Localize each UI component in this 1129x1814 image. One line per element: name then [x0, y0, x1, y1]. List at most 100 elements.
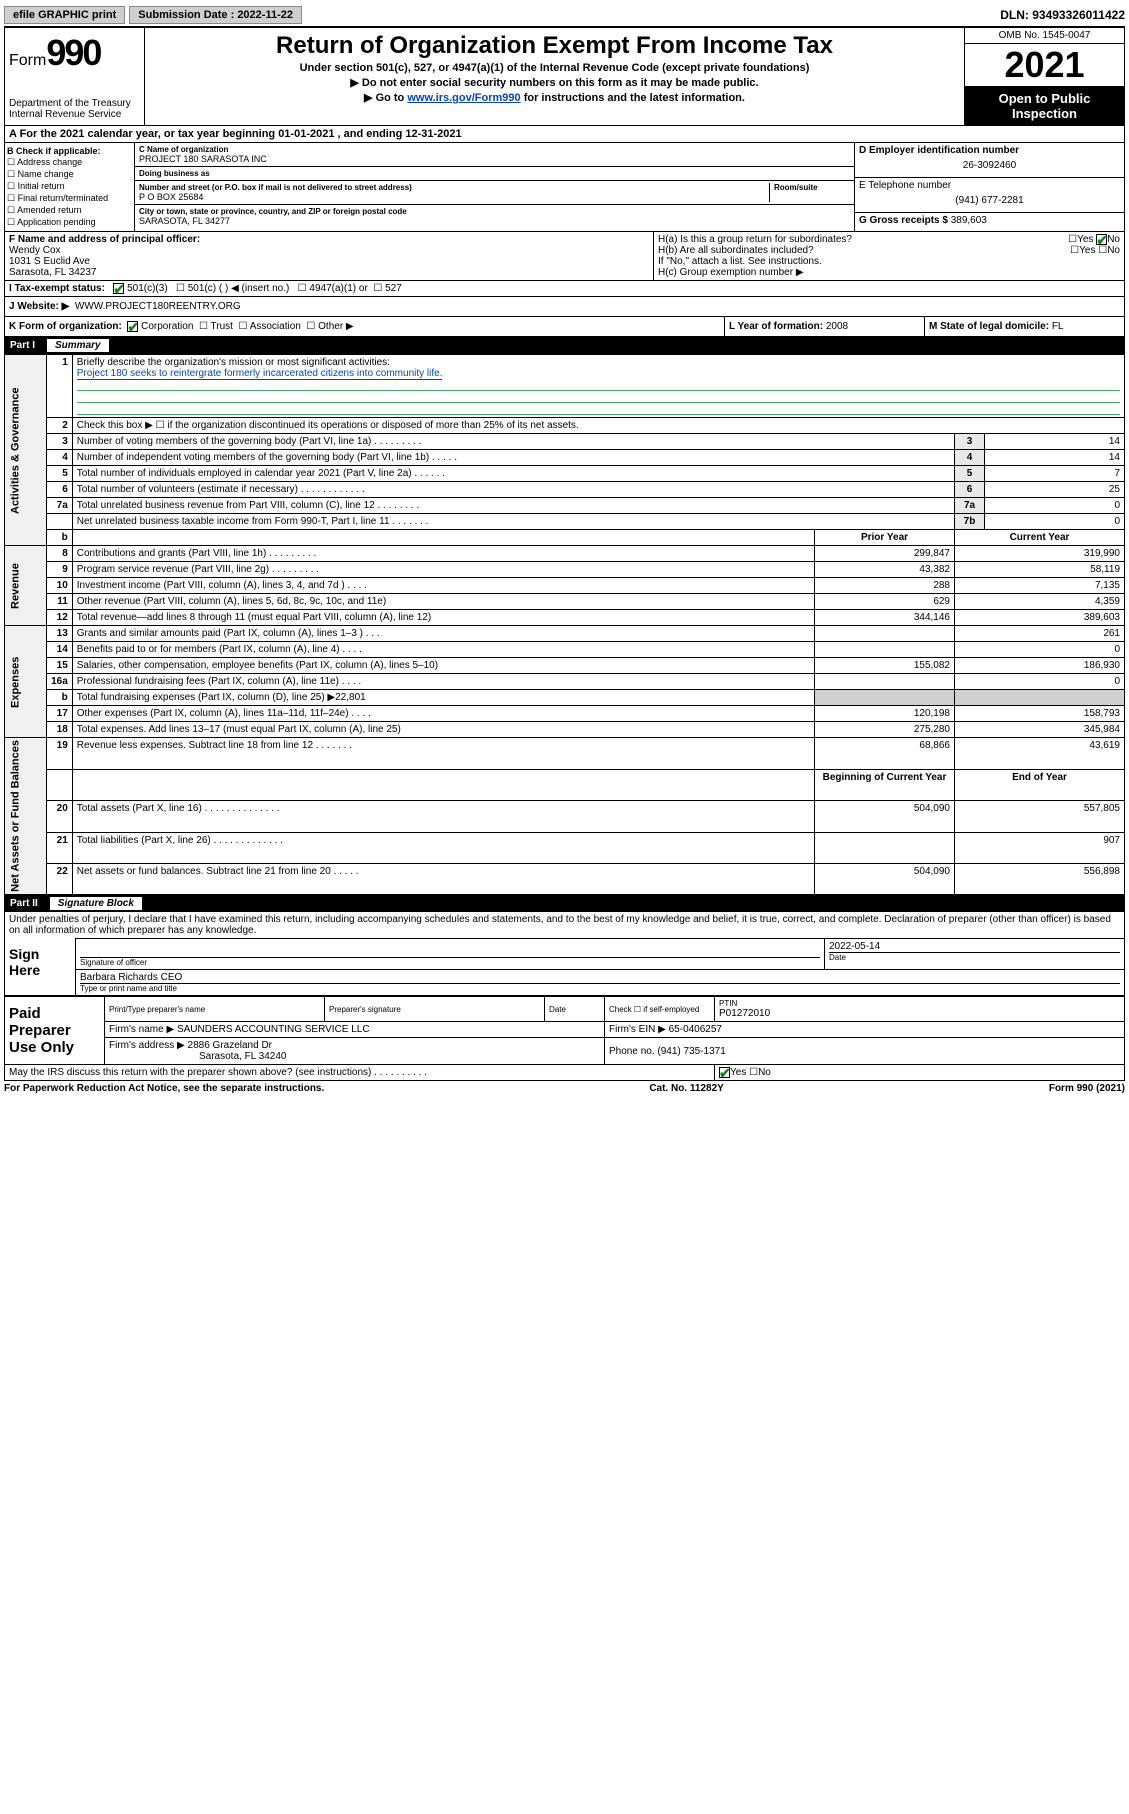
row-18-py: 275,280 [815, 722, 955, 738]
row-20-cy: 557,805 [955, 801, 1125, 832]
paid-preparer-label: Paid Preparer Use Only [5, 997, 105, 1065]
form-ref: Form 990 (2021) [1049, 1083, 1125, 1094]
cb-name-change[interactable]: ☐ Name change [7, 169, 132, 180]
vcat-rev: Revenue [5, 546, 47, 626]
row-17-cy: 158,793 [955, 706, 1125, 722]
declaration: Under penalties of perjury, I declare th… [4, 912, 1125, 938]
row-21-py [815, 832, 955, 863]
tel-value: (941) 677-2281 [859, 191, 1120, 210]
dept-label: Department of the Treasury Internal Reve… [9, 98, 140, 120]
row-17-desc: Other expenses (Part IX, column (A), lin… [72, 706, 814, 722]
year-formation-label: L Year of formation: [729, 321, 823, 332]
page-footer: For Paperwork Reduction Act Notice, see … [4, 1081, 1125, 1096]
opt-501c3: 501(c)(3) [127, 283, 168, 294]
row-10-py: 288 [815, 578, 955, 594]
discuss-yes: Yes [730, 1067, 746, 1078]
efile-print-button[interactable]: efile GRAPHIC print [4, 6, 125, 24]
row-7b-val: 0 [985, 514, 1125, 530]
col-d: D Employer identification number 26-3092… [854, 143, 1124, 231]
row-13-cy: 261 [955, 626, 1125, 642]
row-7a-desc: Total unrelated business revenue from Pa… [72, 498, 954, 514]
cb-amended-return[interactable]: ☐ Amended return [7, 205, 132, 216]
q1-value: Project 180 seeks to reintergrate former… [77, 368, 443, 380]
row-3-key: 3 [955, 434, 985, 450]
ein-value: 26-3092460 [859, 156, 1120, 175]
discuss-question: May the IRS discuss this return with the… [5, 1065, 715, 1081]
cb-address-change[interactable]: ☐ Address change [7, 157, 132, 168]
form-subtitle-2: ▶ Do not enter social security numbers o… [149, 76, 960, 89]
discuss-yes-cb[interactable] [719, 1067, 730, 1078]
row-16b-cy [955, 690, 1125, 706]
gross-label: G Gross receipts $ [859, 215, 948, 226]
prep-sig-label: Preparer's signature [329, 1005, 540, 1014]
row-16b-desc: Total fundraising expenses (Part IX, col… [72, 690, 814, 706]
room-label: Room/suite [774, 183, 850, 192]
row-10-desc: Investment income (Part VIII, column (A)… [72, 578, 814, 594]
sig-name-label: Type or print name and title [80, 983, 1120, 993]
row-5-desc: Total number of individuals employed in … [72, 466, 954, 482]
form-title: Return of Organization Exempt From Incom… [149, 32, 960, 60]
cb-application-pending[interactable]: ☐ Application pending [7, 217, 132, 228]
part1-num: Part I [10, 340, 35, 351]
opt-corp: Corporation [141, 321, 193, 332]
row-16a-py [815, 674, 955, 690]
row-6-desc: Total number of volunteers (estimate if … [72, 482, 954, 498]
officer-name: Wendy Cox [9, 245, 649, 256]
row-4-val: 14 [985, 450, 1125, 466]
line-a: A For the 2021 calendar year, or tax yea… [4, 126, 1125, 143]
row-14-cy: 0 [955, 642, 1125, 658]
vcat-exp: Expenses [5, 626, 47, 738]
ha-yes[interactable]: Yes [1077, 234, 1093, 245]
opt-assoc: Association [250, 321, 301, 332]
cb-final-return[interactable]: ☐ Final return/terminated [7, 193, 132, 204]
officer-addr2: Sarasota, FL 34237 [9, 267, 649, 278]
row-12-cy: 389,603 [955, 610, 1125, 626]
opt-501c: 501(c) ( ) ◀ (insert no.) [188, 283, 290, 294]
ha-no-checkbox[interactable] [1096, 234, 1107, 245]
year-formation: 2008 [826, 321, 848, 332]
line-f-h: F Name and address of principal officer:… [4, 232, 1125, 281]
row-8-py: 299,847 [815, 546, 955, 562]
row-6-val: 25 [985, 482, 1125, 498]
vcat-net: Net Assets or Fund Balances [5, 738, 47, 895]
row-3-desc: Number of voting members of the governin… [72, 434, 954, 450]
row-18-cy: 345,984 [955, 722, 1125, 738]
opt-4947: 4947(a)(1) or [309, 283, 367, 294]
row-4-key: 4 [955, 450, 985, 466]
phone-value: (941) 735-1371 [657, 1046, 725, 1057]
section-bcd: B Check if applicable: ☐ Address change … [4, 143, 1125, 232]
row-4-desc: Number of independent voting members of … [72, 450, 954, 466]
row-7a-val: 0 [985, 498, 1125, 514]
irs-link[interactable]: www.irs.gov/Form990 [407, 92, 520, 104]
submission-date: Submission Date : 2022-11-22 [129, 6, 302, 24]
cb-corporation[interactable] [127, 321, 138, 332]
form-header: Form990 Department of the Treasury Inter… [4, 27, 1125, 126]
row-20-desc: Total assets (Part X, line 16) . . . . .… [72, 801, 814, 832]
current-year-hdr: Current Year [955, 530, 1125, 546]
cb-501c3[interactable] [113, 283, 124, 294]
row-11-cy: 4,359 [955, 594, 1125, 610]
row-21-cy: 907 [955, 832, 1125, 863]
row-6-key: 6 [955, 482, 985, 498]
tax-exempt-label: I Tax-exempt status: [9, 283, 105, 294]
hb-note: If "No," attach a list. See instructions… [658, 256, 1120, 267]
gross-value: 389,603 [951, 215, 987, 226]
part2-num: Part II [10, 898, 38, 909]
row-19-py: 68,866 [815, 738, 955, 769]
end-year-hdr: End of Year [955, 769, 1125, 800]
ha-label: H(a) Is this a group return for subordin… [658, 234, 852, 245]
row-14-py [815, 642, 955, 658]
row-22-desc: Net assets or fund balances. Subtract li… [72, 863, 814, 894]
hb-yes[interactable]: Yes [1079, 245, 1095, 256]
hb-no[interactable]: No [1107, 245, 1120, 256]
row-11-desc: Other revenue (Part VIII, column (A), li… [72, 594, 814, 610]
org-name: PROJECT 180 SARASOTA INC [139, 154, 850, 164]
cb-initial-return[interactable]: ☐ Initial return [7, 181, 132, 192]
row-10-cy: 7,135 [955, 578, 1125, 594]
form-subtitle-3: ▶ Go to www.irs.gov/Form990 for instruct… [149, 91, 960, 104]
self-employed[interactable]: Check ☐ if self-employed [605, 997, 715, 1022]
sig-officer-label: Signature of officer [80, 957, 820, 967]
omb-number: OMB No. 1545-0047 [965, 28, 1124, 44]
pra-notice: For Paperwork Reduction Act Notice, see … [4, 1083, 324, 1094]
row-16a-desc: Professional fundraising fees (Part IX, … [72, 674, 814, 690]
